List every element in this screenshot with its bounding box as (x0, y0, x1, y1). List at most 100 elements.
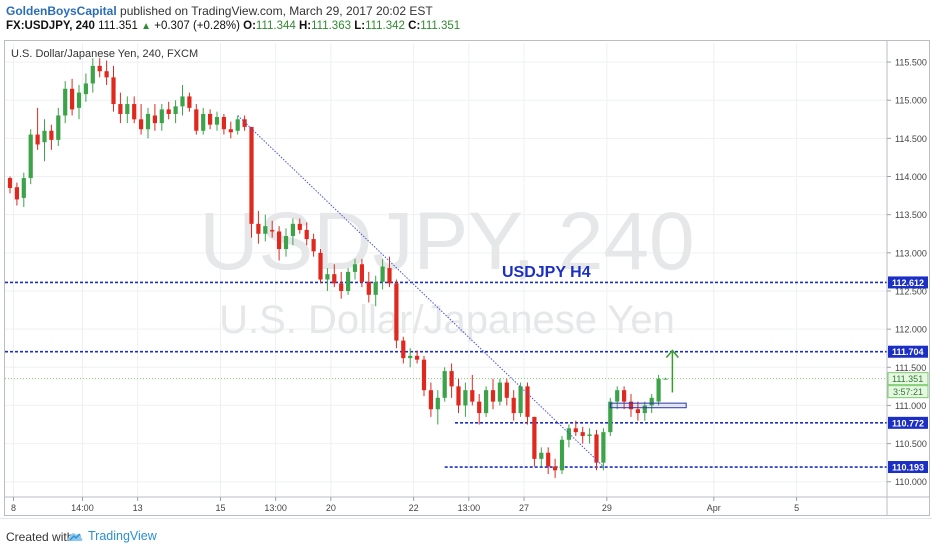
candle (573, 420, 578, 436)
candle (532, 416, 537, 467)
candle (415, 350, 420, 364)
y-tick-label: 114.000 (895, 172, 927, 182)
candle-body (325, 274, 330, 280)
candle (663, 377, 668, 380)
candle-body (214, 117, 220, 125)
candle (256, 210, 261, 244)
x-tick-label: 5 (794, 503, 799, 513)
candle (139, 104, 144, 135)
candle-body (111, 77, 116, 105)
level-price-label: 110.193 (892, 463, 924, 473)
candle-body (546, 452, 551, 467)
grid-lines (5, 43, 887, 497)
candle (470, 374, 475, 406)
x-tick-label: 13:00 (458, 503, 481, 513)
candle (546, 447, 551, 475)
y-tick-label: 110.500 (895, 439, 927, 449)
ohlc-legend: FX:USDJPY, 240 111.351 ▲ +0.307 (+0.28%)… (6, 20, 460, 32)
candle-body (359, 264, 364, 282)
candle (346, 268, 351, 295)
countdown-label: 3:57:21 (893, 387, 923, 397)
candle (235, 115, 240, 135)
candle-body (187, 96, 192, 108)
candle (7, 176, 13, 194)
candle-body (656, 378, 661, 402)
candle (132, 96, 137, 124)
candle (635, 401, 640, 421)
candle (587, 428, 592, 444)
candle (352, 258, 358, 280)
candle-body (649, 397, 654, 406)
candle-body (346, 271, 351, 291)
y-tick-label: 115.000 (895, 96, 927, 106)
candle-body (290, 223, 295, 237)
candle (497, 378, 502, 406)
candle (49, 124, 54, 150)
chart-frame[interactable]: USDJPY, 240 U.S. Dollar/Japanese Yen U.S… (4, 40, 930, 516)
last-price-badge (887, 372, 929, 386)
time-axis[interactable]: 8 14:00 13 15 13:00 20 22 13:00 27 29 Apr 5 (5, 496, 929, 513)
y-tick-label: 113.500 (895, 210, 927, 220)
candle (159, 104, 164, 131)
candle-body (228, 129, 233, 133)
candle-body (539, 452, 544, 459)
price-axis[interactable]: 110.000 110.500 111.000 111.500 112.000 112.5… (886, 41, 929, 515)
y-tick-label: 112.500 (895, 286, 927, 296)
author-link[interactable]: GoldenBoysCapital (6, 4, 117, 18)
candle (152, 104, 157, 131)
candle-body (428, 390, 433, 410)
candle-body (56, 115, 61, 140)
tradingview-brand-link[interactable]: TradingView (88, 529, 157, 543)
candle (304, 222, 309, 246)
low-value: 111.342 (365, 20, 405, 32)
footer: Created with TradingView (0, 518, 932, 551)
candle-body (270, 229, 275, 232)
candle-body (35, 134, 40, 145)
candle (90, 58, 95, 93)
close-label: C: (408, 20, 421, 32)
symbol-label: FX:USDJPY, 240 (6, 20, 95, 32)
candle-body (421, 359, 427, 391)
candle-body (49, 130, 54, 140)
candle (270, 220, 275, 238)
x-tick-label: 20 (326, 503, 336, 513)
candle-body (297, 223, 302, 230)
candle-body (442, 371, 447, 398)
candlestick-chart[interactable]: USDJPY, 240 U.S. Dollar/Japanese Yen U.S… (5, 41, 929, 515)
drawings (237, 115, 687, 467)
x-tick-label: 15 (215, 503, 225, 513)
candle-body (490, 390, 496, 402)
candle-body (553, 466, 558, 471)
level-price-label: 112.612 (892, 278, 924, 288)
candle-body (573, 428, 578, 433)
countdown-badge (887, 385, 929, 399)
candle (373, 275, 378, 307)
candle (249, 126, 254, 238)
candle-body (525, 386, 530, 417)
x-tick-label: 13 (133, 503, 143, 513)
candle-body (332, 274, 337, 284)
candle (518, 382, 523, 417)
candle (21, 172, 26, 208)
candle-body (594, 434, 599, 463)
candle (456, 378, 461, 414)
candle-body (470, 390, 475, 402)
high-label: H: (298, 20, 312, 32)
candle (277, 226, 282, 261)
candle-body (159, 109, 164, 124)
candle (539, 447, 544, 467)
candle (104, 60, 109, 85)
arrow-up-icon (665, 349, 679, 358)
level-price-badge (888, 416, 928, 429)
annotation-usdjpy-h4[interactable]: USDJPY H4 (502, 264, 591, 281)
candle (201, 107, 206, 135)
candle-body (663, 378, 668, 380)
candle (490, 378, 496, 410)
publish-info: GoldenBoysCapital published on TradingVi… (6, 4, 433, 18)
candle-body (318, 252, 323, 280)
candle-body (484, 390, 489, 414)
candle (332, 264, 337, 288)
open-label: O: (243, 20, 256, 32)
candle-body (408, 355, 413, 359)
candle (173, 100, 178, 124)
